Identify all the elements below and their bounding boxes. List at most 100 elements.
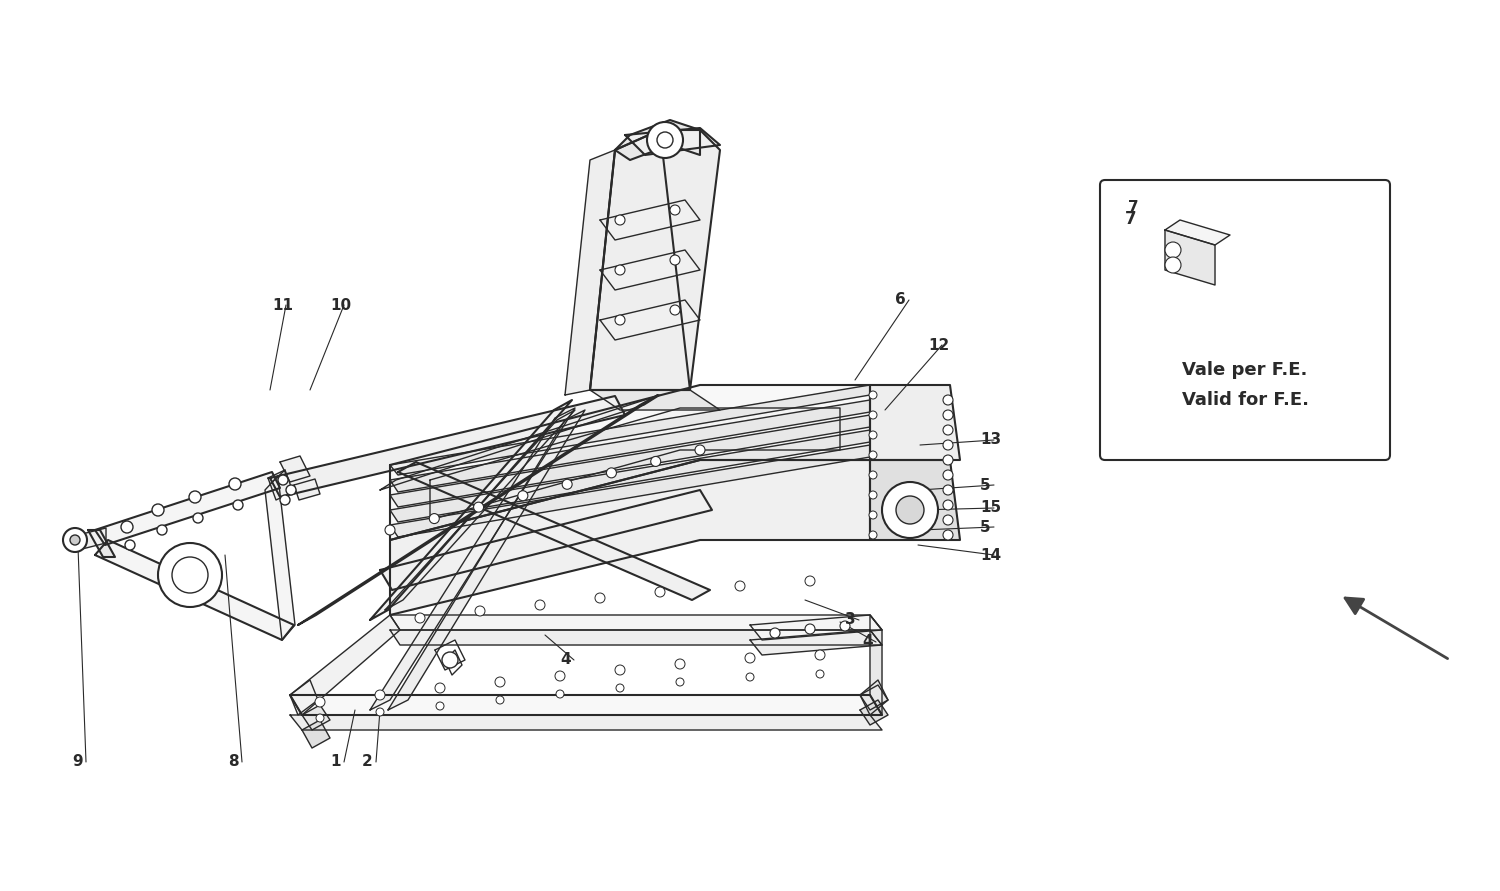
Polygon shape bbox=[390, 385, 870, 475]
Circle shape bbox=[670, 255, 680, 265]
Circle shape bbox=[230, 478, 242, 490]
Polygon shape bbox=[1166, 220, 1230, 245]
Circle shape bbox=[615, 215, 626, 225]
Circle shape bbox=[606, 468, 616, 478]
Polygon shape bbox=[859, 685, 888, 710]
Polygon shape bbox=[590, 130, 720, 390]
Circle shape bbox=[670, 205, 680, 215]
Polygon shape bbox=[390, 460, 870, 615]
Polygon shape bbox=[388, 410, 585, 710]
Circle shape bbox=[555, 671, 566, 681]
Polygon shape bbox=[1166, 230, 1215, 285]
FancyBboxPatch shape bbox=[1100, 180, 1390, 460]
Circle shape bbox=[868, 411, 877, 419]
Circle shape bbox=[896, 496, 924, 524]
Polygon shape bbox=[626, 128, 720, 155]
Polygon shape bbox=[600, 250, 700, 290]
Text: 12: 12 bbox=[928, 338, 950, 353]
Polygon shape bbox=[390, 415, 870, 507]
Circle shape bbox=[476, 606, 484, 616]
Circle shape bbox=[562, 479, 572, 489]
Text: Vale per F.E.: Vale per F.E. bbox=[1182, 361, 1308, 379]
Polygon shape bbox=[859, 700, 888, 725]
Polygon shape bbox=[430, 408, 840, 520]
Circle shape bbox=[944, 440, 952, 450]
Circle shape bbox=[442, 652, 458, 668]
Polygon shape bbox=[566, 150, 615, 395]
Circle shape bbox=[435, 683, 445, 693]
Circle shape bbox=[518, 491, 528, 501]
Polygon shape bbox=[268, 470, 292, 500]
Circle shape bbox=[670, 305, 680, 315]
Circle shape bbox=[158, 525, 166, 535]
Text: 5: 5 bbox=[980, 519, 990, 535]
Circle shape bbox=[122, 521, 134, 533]
Circle shape bbox=[944, 395, 952, 405]
Polygon shape bbox=[390, 445, 870, 537]
Circle shape bbox=[868, 451, 877, 459]
Circle shape bbox=[536, 600, 544, 610]
Polygon shape bbox=[446, 650, 462, 675]
Polygon shape bbox=[78, 528, 106, 550]
Circle shape bbox=[596, 593, 604, 603]
Text: 11: 11 bbox=[272, 298, 292, 313]
Circle shape bbox=[436, 702, 444, 710]
Polygon shape bbox=[390, 430, 870, 522]
Circle shape bbox=[429, 513, 439, 524]
Circle shape bbox=[656, 587, 664, 597]
Circle shape bbox=[556, 690, 564, 698]
Circle shape bbox=[882, 482, 938, 538]
Polygon shape bbox=[294, 479, 320, 500]
Circle shape bbox=[172, 557, 208, 593]
Circle shape bbox=[944, 410, 952, 420]
Text: 9: 9 bbox=[72, 755, 82, 770]
Polygon shape bbox=[386, 410, 574, 610]
Circle shape bbox=[152, 504, 164, 516]
Circle shape bbox=[124, 540, 135, 550]
Polygon shape bbox=[380, 490, 712, 590]
Circle shape bbox=[616, 684, 624, 692]
Circle shape bbox=[232, 500, 243, 510]
Circle shape bbox=[278, 475, 288, 485]
Circle shape bbox=[315, 697, 326, 707]
Circle shape bbox=[868, 531, 877, 539]
Circle shape bbox=[840, 621, 850, 631]
Polygon shape bbox=[870, 385, 960, 460]
Polygon shape bbox=[290, 615, 400, 715]
Circle shape bbox=[651, 456, 660, 466]
Circle shape bbox=[868, 511, 877, 519]
Polygon shape bbox=[270, 396, 626, 497]
Circle shape bbox=[944, 500, 952, 510]
Circle shape bbox=[868, 391, 877, 399]
Circle shape bbox=[386, 525, 394, 535]
Polygon shape bbox=[390, 385, 870, 540]
Polygon shape bbox=[94, 472, 280, 545]
Circle shape bbox=[316, 714, 324, 722]
Circle shape bbox=[944, 470, 952, 480]
Polygon shape bbox=[590, 390, 720, 410]
Circle shape bbox=[944, 530, 952, 540]
Text: Valid for F.E.: Valid for F.E. bbox=[1182, 391, 1308, 409]
Circle shape bbox=[746, 673, 754, 681]
Polygon shape bbox=[302, 720, 330, 748]
Circle shape bbox=[280, 495, 290, 505]
Circle shape bbox=[944, 455, 952, 465]
Circle shape bbox=[189, 491, 201, 503]
Text: 6: 6 bbox=[896, 292, 906, 307]
Circle shape bbox=[646, 122, 682, 158]
Polygon shape bbox=[390, 400, 870, 492]
Circle shape bbox=[735, 581, 746, 591]
Polygon shape bbox=[370, 400, 572, 620]
Text: 15: 15 bbox=[980, 501, 1000, 516]
Circle shape bbox=[816, 670, 824, 678]
Circle shape bbox=[675, 659, 686, 669]
Circle shape bbox=[806, 576, 814, 586]
Polygon shape bbox=[290, 695, 882, 715]
Circle shape bbox=[1166, 242, 1180, 258]
Text: 4: 4 bbox=[560, 652, 570, 667]
Polygon shape bbox=[750, 630, 882, 655]
Polygon shape bbox=[88, 530, 116, 557]
Polygon shape bbox=[870, 460, 960, 540]
Text: 5: 5 bbox=[980, 478, 990, 493]
Text: 10: 10 bbox=[330, 298, 351, 313]
